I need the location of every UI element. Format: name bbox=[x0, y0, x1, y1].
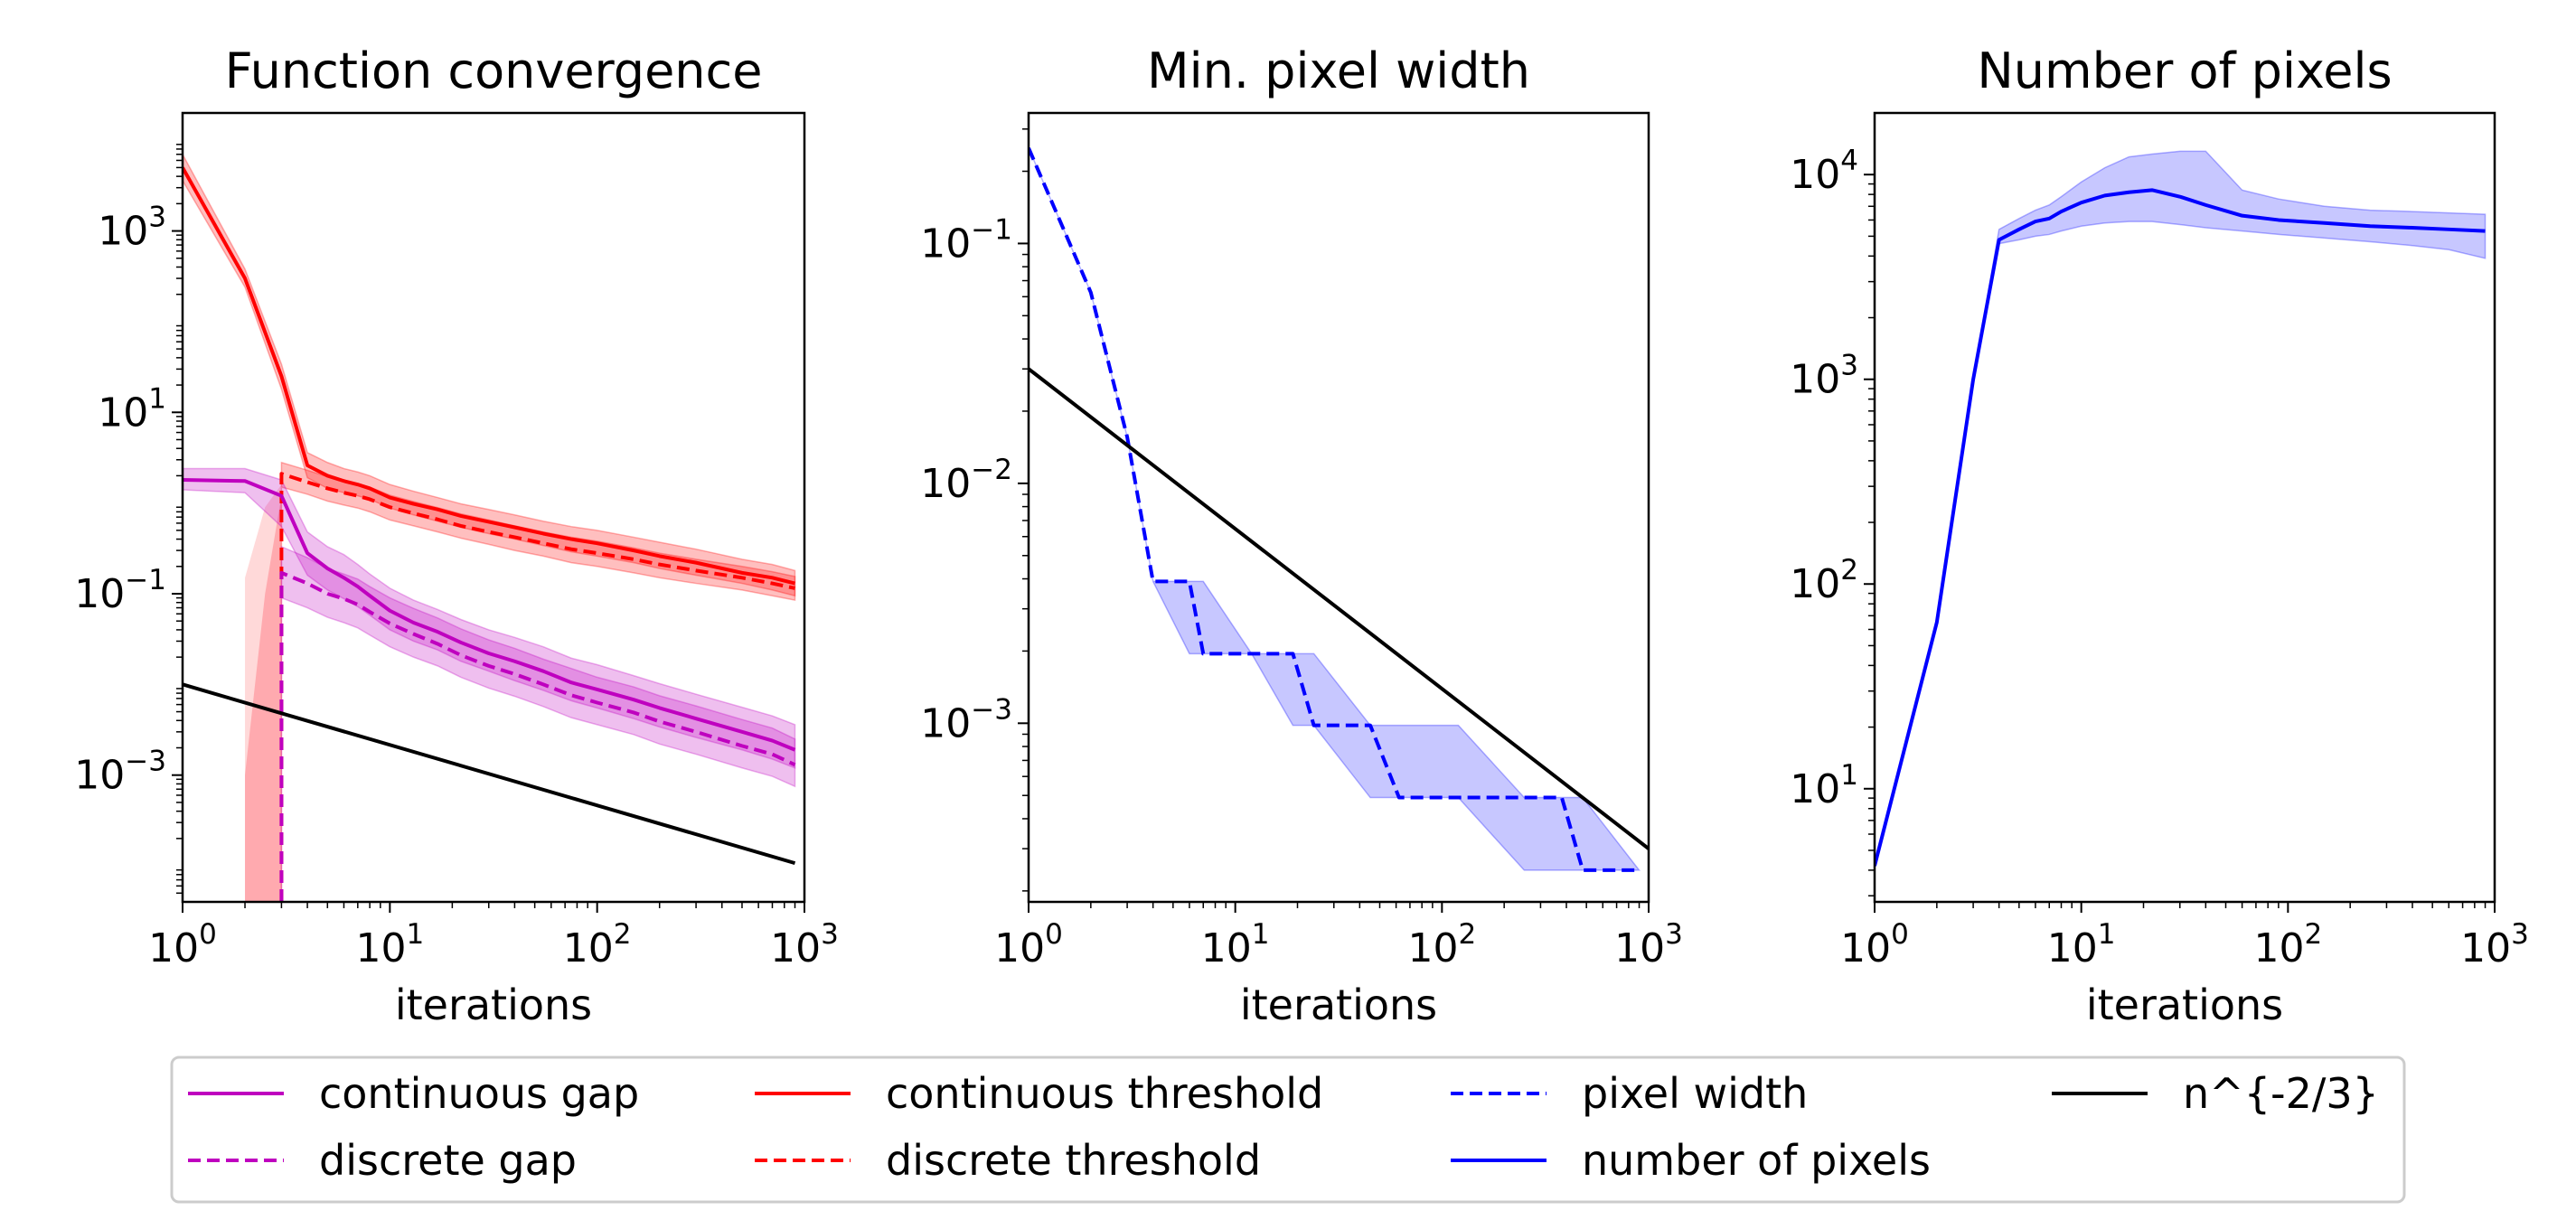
y-tick-label: 103 bbox=[98, 202, 166, 255]
legend-label: continuous threshold bbox=[886, 1069, 1323, 1118]
legend-label: discrete gap bbox=[319, 1136, 577, 1185]
y-tick-label: 10−2 bbox=[920, 454, 1012, 507]
axes-frame bbox=[1027, 111, 1650, 904]
chart-panel-1: 100 101 102 103 10−3 10−1 101 103 Function conve… bbox=[74, 42, 839, 1029]
legend-label: n^{-2/3} bbox=[2183, 1069, 2379, 1118]
shaded-region-2 bbox=[245, 484, 282, 902]
x-tick-label: 100 bbox=[148, 918, 217, 971]
chart-title: Number of pixels bbox=[1977, 42, 2392, 99]
x-tick-label: 100 bbox=[1840, 918, 1909, 971]
continuous-threshold-line bbox=[183, 166, 795, 586]
chart-panel-3: 100 101 102 103 101 102 103 104 Number of pixels… bbox=[1790, 42, 2529, 1029]
legend-entry-4: discrete threshold bbox=[755, 1136, 1261, 1185]
discrete-gap-line bbox=[279, 570, 796, 902]
axes-frame bbox=[1873, 111, 2496, 904]
legend-label: number of pixels bbox=[1582, 1136, 1931, 1185]
plot-area bbox=[183, 154, 796, 902]
y-tick-label: 101 bbox=[1790, 759, 1858, 812]
x-axis-label: iterations bbox=[2086, 981, 2283, 1029]
discrete-gap-band bbox=[280, 545, 796, 902]
x-tick-label: 101 bbox=[1201, 918, 1270, 971]
number-of-pixels-line bbox=[1875, 188, 2486, 867]
legend-label: pixel width bbox=[1582, 1069, 1808, 1118]
x-tick-label: 102 bbox=[1407, 918, 1476, 971]
x-tick-label: 103 bbox=[770, 918, 839, 971]
y-tick-label: 10−1 bbox=[74, 564, 166, 617]
y-tick-label: 10−1 bbox=[920, 213, 1012, 267]
y-tick-label: 10−3 bbox=[920, 693, 1012, 746]
legend-entry-3: continuous threshold bbox=[755, 1069, 1323, 1118]
n-2-3-line bbox=[183, 682, 796, 866]
x-axis-label: iterations bbox=[1240, 981, 1437, 1029]
y-tick-label: 104 bbox=[1790, 145, 1858, 198]
x-tick-label: 103 bbox=[2460, 918, 2529, 971]
legend-entry-6: number of pixels bbox=[1451, 1136, 1931, 1185]
x-tick-label: 102 bbox=[563, 918, 632, 971]
x-tick-label: 100 bbox=[994, 918, 1063, 971]
legend-entry-1: continuous gap bbox=[188, 1069, 639, 1118]
y-tick-label: 101 bbox=[98, 382, 166, 436]
plot-area bbox=[1875, 150, 2487, 867]
plots-layer: 100 101 102 103 10−3 10−1 101 103 Function conve… bbox=[74, 42, 2529, 1029]
y-tick-label: 102 bbox=[1790, 554, 1858, 607]
plot-area bbox=[1029, 146, 1649, 872]
x-tick-label: 103 bbox=[1614, 918, 1683, 971]
legend-entry-7: n^{-2/3} bbox=[2052, 1069, 2379, 1118]
legend: continuous gap discrete gap continuous thr… bbox=[170, 1056, 2406, 1204]
n-2-3-line bbox=[1029, 367, 1649, 850]
shaded-region-1 bbox=[245, 495, 282, 902]
chart-title: Function convergence bbox=[225, 42, 763, 99]
pixel-width-band bbox=[1029, 147, 1641, 871]
number-of-pixels-band bbox=[1875, 150, 2487, 867]
legend-entry-5: pixel width bbox=[1451, 1069, 1808, 1118]
legend-label: continuous gap bbox=[319, 1069, 639, 1118]
pixel-width-line bbox=[1029, 146, 1640, 872]
chart-panel-2: 100 101 102 103 10−3 10−2 10−1 Min. pixel width… bbox=[920, 42, 1683, 1029]
continuous-gap-line bbox=[183, 478, 796, 752]
legend-box bbox=[170, 1056, 2406, 1204]
y-tick-label: 10−3 bbox=[74, 746, 166, 799]
continuous-gap-band bbox=[183, 467, 796, 769]
legend-entry-2: discrete gap bbox=[188, 1136, 577, 1185]
x-tick-label: 101 bbox=[2047, 918, 2116, 971]
discrete-threshold-line bbox=[279, 472, 795, 902]
legend-label: discrete threshold bbox=[886, 1136, 1261, 1185]
chart-title: Min. pixel width bbox=[1147, 42, 1530, 99]
x-tick-label: 101 bbox=[355, 918, 424, 971]
x-axis-label: iterations bbox=[395, 981, 592, 1029]
y-tick-label: 103 bbox=[1790, 350, 1858, 403]
x-tick-label: 102 bbox=[2253, 918, 2322, 971]
discrete-threshold-band bbox=[280, 461, 796, 902]
